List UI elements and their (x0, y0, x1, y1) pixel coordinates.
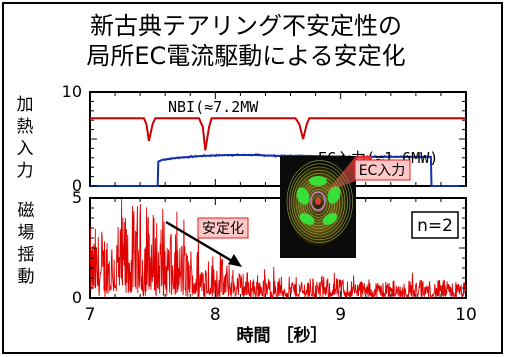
mhd-ytick-label: 5 (72, 188, 82, 207)
heating-ylabel-char: 入 (17, 139, 34, 159)
nbi-power-line (90, 117, 466, 151)
outer-frame (2, 2, 503, 354)
x-tick-label: 7 (85, 305, 96, 325)
ec-deposition-inset-image (280, 156, 372, 258)
mhd-fluctuation-trace (89, 198, 467, 300)
heating-ytick-label: 0 (72, 176, 82, 195)
stabilization-label: 安定化 (202, 221, 244, 237)
mhd-ylabel-char: 場 (18, 223, 35, 243)
ec-inset-label: EC入力 (359, 163, 406, 179)
heating-ytick-label: 10 (62, 82, 82, 101)
heating-ylabel-char: 力 (17, 161, 34, 181)
mhd-ytick-label: 0 (72, 288, 82, 307)
mhd-ylabel-char: 磁 (18, 201, 35, 221)
x-tick-label: 10 (455, 305, 477, 325)
x-axis-label: 時間 ［秒］ (237, 325, 328, 346)
title-line1: 新古典テアリング不安定性の (90, 12, 402, 40)
stabilization-label-box (197, 217, 249, 239)
nbi-label: NBI(≈7.2MW (168, 98, 259, 116)
ec-power-noise (162, 153, 431, 161)
title-line2: 局所EC電流駆動による安定化 (86, 42, 405, 70)
mode-number-box (411, 211, 459, 239)
heating-ylabel-char: 加 (17, 95, 34, 115)
stabilization-arrow (165, 220, 242, 267)
mode-number-label: n=2 (417, 216, 453, 236)
mhd-panel: 05 (72, 188, 467, 307)
x-tick-label: 9 (335, 305, 346, 325)
x-tick-label: 8 (210, 305, 221, 325)
mhd-ylabel-char: 動 (18, 267, 35, 287)
ec-inset-label-box (354, 159, 411, 181)
heating-ylabel-char: 熱 (17, 117, 34, 137)
mhd-ylabel-char: 揺 (18, 245, 35, 265)
